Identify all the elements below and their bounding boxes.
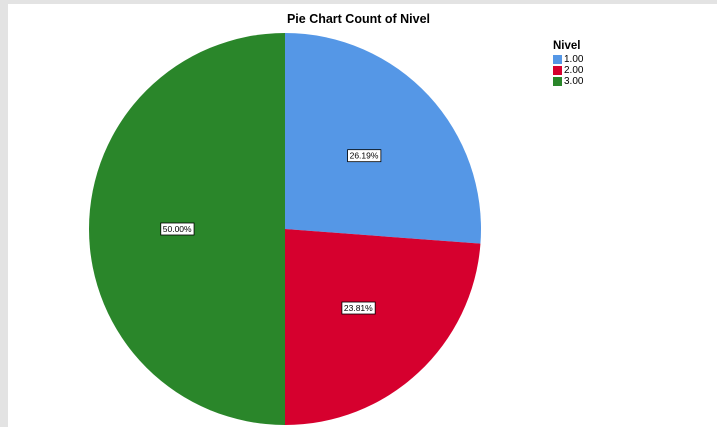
data-label-1-00: 26.19% <box>347 149 382 163</box>
legend-item-3-00: 3.00 <box>553 76 583 87</box>
legend-swatch <box>553 66 562 75</box>
legend-swatch <box>553 77 562 86</box>
data-label-2-00: 23.81% <box>341 301 376 315</box>
legend-item-2-00: 2.00 <box>553 65 583 76</box>
legend-label: 2.00 <box>564 65 584 76</box>
data-label-text: 50.00% <box>163 224 192 234</box>
legend-title: Nivel <box>553 40 581 52</box>
pie-slice-1-00 <box>285 33 482 244</box>
data-label-text: 26.19% <box>350 151 379 161</box>
legend-item-1-00: 1.00 <box>553 54 583 65</box>
legend-label: 3.00 <box>564 76 584 87</box>
data-label-text: 23.81% <box>344 303 373 313</box>
legend-items: 1.00 2.00 3.00 <box>553 54 583 87</box>
pie-slice-2-00 <box>285 229 481 425</box>
data-label-box <box>341 301 376 315</box>
chart-title: Pie Chart Count of Nivel <box>286 12 431 26</box>
data-label-3-00: 50.00% <box>160 222 195 236</box>
legend-swatch <box>553 55 562 64</box>
data-label-box <box>160 222 195 236</box>
legend: Nivel 1.00 2.00 3.00 <box>553 40 583 87</box>
data-label-box <box>347 149 382 163</box>
legend-label: 1.00 <box>564 54 584 65</box>
